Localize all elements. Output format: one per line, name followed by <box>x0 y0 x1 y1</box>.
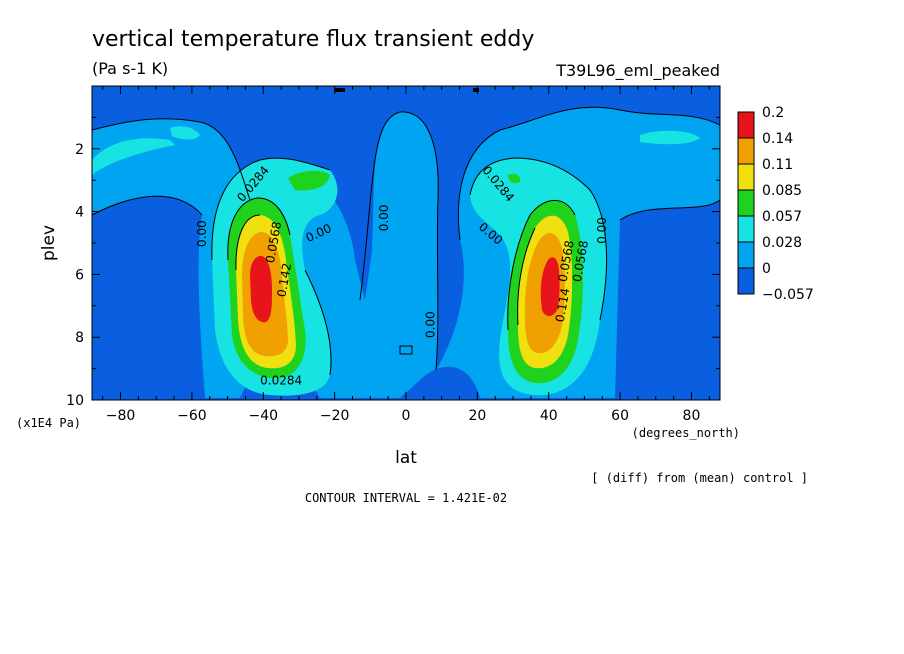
colorbar-label: 0.028 <box>762 235 802 251</box>
small-feature <box>399 345 413 355</box>
y-unit-label: (x1E4 Pa) <box>16 416 81 430</box>
x-tick-label: 80 <box>683 408 701 424</box>
colorbar-swatch <box>737 189 755 217</box>
diff-note: [ (diff) from (mean) control ] <box>591 471 808 485</box>
colorbar-swatch <box>737 137 755 165</box>
colorbar-swatch <box>737 267 755 295</box>
contour-interval: CONTOUR INTERVAL = 1.421E-02 <box>305 491 507 505</box>
x-unit-label: (degrees_north) <box>632 426 740 440</box>
contour-label: 0.00 <box>377 205 391 232</box>
contour-label: 0.00 <box>595 217 609 244</box>
x-tick-label: 60 <box>611 408 629 424</box>
contour-label: 0.00 <box>424 311 438 338</box>
colorbar-swatch <box>737 241 755 269</box>
ytick-labels: 2 4 6 8 10 <box>66 142 84 409</box>
colorbar: 0.2 0.14 0.11 0.085 0.057 0.028 0 −0.057 <box>737 105 814 303</box>
colorbar-label: −0.057 <box>762 287 814 303</box>
chart-title: vertical temperature flux transient eddy <box>92 27 534 52</box>
colorbar-label: 0.14 <box>762 131 793 147</box>
y-tick-label: 6 <box>75 267 84 283</box>
xtick-labels: −80 −60 −40 −20 0 20 40 60 80 <box>106 408 701 424</box>
y-tick-label: 10 <box>66 393 84 409</box>
colorbar-label: 0.2 <box>762 105 784 121</box>
x-tick-label: 40 <box>540 408 558 424</box>
colorbar-swatch <box>737 111 755 139</box>
contour-label: 0.114 <box>553 287 573 323</box>
y-tick-label: 8 <box>75 330 84 346</box>
level-014-regions <box>250 255 560 323</box>
x-tick-label: −40 <box>248 408 278 424</box>
x-tick-label: 20 <box>468 408 486 424</box>
chart-units: (Pa s-1 K) <box>92 59 168 78</box>
colorbar-label: 0.085 <box>762 183 802 199</box>
contour-label: 0.00 <box>195 220 209 247</box>
contour-label: 0.0284 <box>260 373 302 387</box>
y-axis-label: plev <box>39 225 59 261</box>
top-marker <box>473 88 479 92</box>
colorbar-swatch <box>737 215 755 243</box>
contour-label: 0.142 <box>274 262 294 298</box>
colorbar-label: 0 <box>762 261 771 277</box>
y-tick-label: 2 <box>75 142 84 158</box>
axis-ticks <box>92 86 720 401</box>
colorbar-label: 0.057 <box>762 209 802 225</box>
x-tick-label: −60 <box>177 408 207 424</box>
x-tick-label: −20 <box>320 408 350 424</box>
y-tick-label: 4 <box>75 205 84 221</box>
x-tick-label: −80 <box>106 408 136 424</box>
colorbar-swatch <box>737 163 755 191</box>
top-marker <box>335 88 345 92</box>
contour-lines <box>92 106 720 376</box>
colorbar-label: 0.11 <box>762 157 793 173</box>
experiment-label: T39L96_eml_peaked <box>555 61 720 81</box>
x-tick-label: 0 <box>402 408 411 424</box>
contour-field <box>92 86 720 400</box>
x-axis-label: lat <box>395 448 417 468</box>
